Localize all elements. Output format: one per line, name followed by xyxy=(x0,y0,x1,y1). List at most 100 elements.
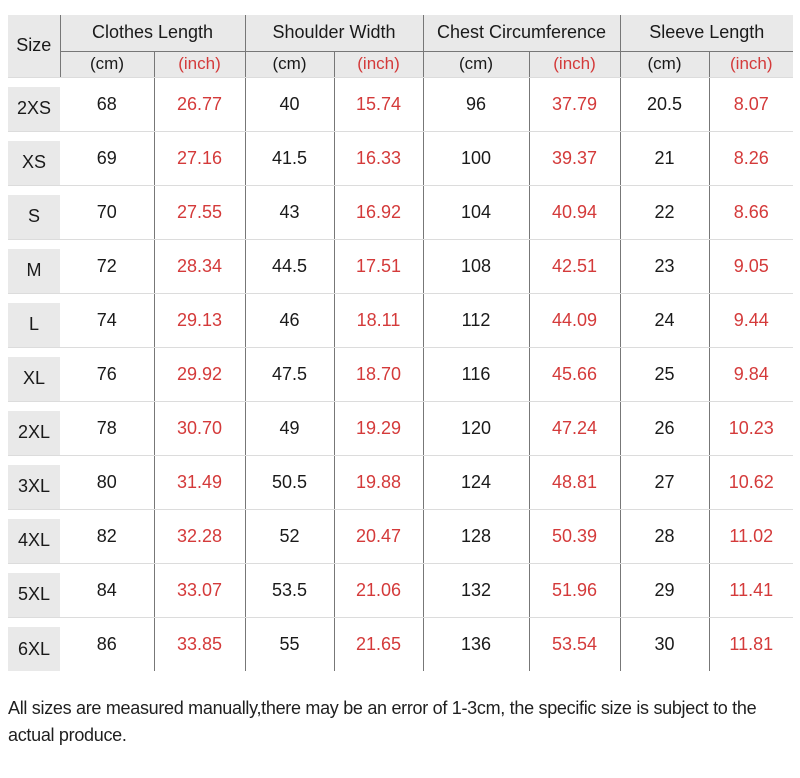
shoulder-inch-cell: 17.51 xyxy=(333,239,424,294)
chest-inch-cell: 42.51 xyxy=(528,239,621,294)
sleeve-inch-cell: 11.81 xyxy=(708,617,794,671)
sleeve-cm-cell: 30 xyxy=(619,617,710,671)
unit-header-shoulder-cm: (cm) xyxy=(244,51,334,78)
clothes-inch-cell: 27.16 xyxy=(153,131,245,186)
sleeve-inch-cell: 10.23 xyxy=(708,401,794,456)
clothes-cm-cell: 86 xyxy=(60,617,154,671)
sleeve-cm-cell: 23 xyxy=(619,239,710,294)
shoulder-inch-cell: 18.70 xyxy=(333,347,424,402)
size-label: XS xyxy=(8,140,60,184)
chest-inch-cell: 53.54 xyxy=(528,617,621,671)
sleeve-inch-cell: 11.02 xyxy=(708,509,794,564)
chest-inch-cell: 40.94 xyxy=(528,185,621,240)
clothes-cm-cell: 68 xyxy=(60,77,154,132)
sleeve-cm-cell: 24 xyxy=(619,293,710,348)
table-row: 2XS 68 26.77 40 15.74 96 37.79 20.5 8.07 xyxy=(8,77,794,132)
chest-cm-cell: 120 xyxy=(422,401,530,456)
size-cell: 2XL xyxy=(8,401,60,456)
group-header-clothes-length: Clothes Length xyxy=(59,15,245,52)
table-body: 2XS 68 26.77 40 15.74 96 37.79 20.5 8.07 XS 69 27.1… xyxy=(8,77,794,671)
table-row: 3XL 80 31.49 50.5 19.88 124 48.81 27 10.62 xyxy=(8,455,794,510)
clothes-inch-cell: 29.92 xyxy=(153,347,245,402)
chest-cm-cell: 112 xyxy=(422,293,530,348)
clothes-cm-cell: 84 xyxy=(60,563,154,618)
chest-cm-cell: 124 xyxy=(422,455,530,510)
clothes-cm-cell: 70 xyxy=(60,185,154,240)
shoulder-inch-cell: 16.33 xyxy=(333,131,424,186)
sleeve-cm-cell: 28 xyxy=(619,509,710,564)
chest-cm-cell: 100 xyxy=(422,131,530,186)
unit-header-shoulder-inch: (inch) xyxy=(333,51,424,78)
clothes-inch-cell: 29.13 xyxy=(153,293,245,348)
table-header: Size Clothes Length Shoulder Width Chest… xyxy=(8,15,794,78)
size-cell: L xyxy=(8,293,60,348)
clothes-inch-cell: 33.85 xyxy=(153,617,245,671)
shoulder-cm-cell: 41.5 xyxy=(244,131,334,186)
chest-inch-cell: 45.66 xyxy=(528,347,621,402)
shoulder-cm-cell: 46 xyxy=(244,293,334,348)
size-label: L xyxy=(8,302,60,346)
clothes-cm-cell: 78 xyxy=(60,401,154,456)
sleeve-inch-cell: 9.05 xyxy=(708,239,794,294)
sleeve-cm-cell: 26 xyxy=(619,401,710,456)
chest-cm-cell: 104 xyxy=(422,185,530,240)
unit-header-chest-cm: (cm) xyxy=(422,51,530,78)
sleeve-cm-cell: 20.5 xyxy=(619,77,710,132)
shoulder-cm-cell: 52 xyxy=(244,509,334,564)
clothes-cm-cell: 69 xyxy=(60,131,154,186)
sleeve-cm-cell: 29 xyxy=(619,563,710,618)
chest-inch-cell: 50.39 xyxy=(528,509,621,564)
table-row: 5XL 84 33.07 53.5 21.06 132 51.96 29 11.41 xyxy=(8,563,794,618)
shoulder-cm-cell: 49 xyxy=(244,401,334,456)
table-row: S 70 27.55 43 16.92 104 40.94 22 8.66 xyxy=(8,185,794,240)
clothes-inch-cell: 31.49 xyxy=(153,455,245,510)
shoulder-inch-cell: 16.92 xyxy=(333,185,424,240)
clothes-cm-cell: 80 xyxy=(60,455,154,510)
sleeve-cm-cell: 25 xyxy=(619,347,710,402)
shoulder-cm-cell: 47.5 xyxy=(244,347,334,402)
chest-cm-cell: 136 xyxy=(422,617,530,671)
clothes-cm-cell: 74 xyxy=(60,293,154,348)
size-label: 5XL xyxy=(8,572,60,616)
unit-header-clothes-cm: (cm) xyxy=(59,51,154,78)
chest-cm-cell: 128 xyxy=(422,509,530,564)
size-cell: S xyxy=(8,185,60,240)
sleeve-cm-cell: 22 xyxy=(619,185,710,240)
shoulder-inch-cell: 19.88 xyxy=(333,455,424,510)
table-row: 6XL 86 33.85 55 21.65 136 53.54 30 11.81 xyxy=(8,617,794,671)
shoulder-cm-cell: 53.5 xyxy=(244,563,334,618)
chest-inch-cell: 44.09 xyxy=(528,293,621,348)
group-header-row: Size Clothes Length Shoulder Width Chest… xyxy=(8,15,794,78)
sleeve-inch-cell: 10.62 xyxy=(708,455,794,510)
table-row: L 74 29.13 46 18.11 112 44.09 24 9.44 xyxy=(8,293,794,348)
shoulder-cm-cell: 43 xyxy=(244,185,334,240)
chest-cm-cell: 116 xyxy=(422,347,530,402)
group-header-shoulder-width: Shoulder Width xyxy=(244,15,424,52)
size-label: 2XL xyxy=(8,410,60,454)
unit-header-clothes-inch: (inch) xyxy=(153,51,245,78)
sleeve-inch-cell: 8.66 xyxy=(708,185,794,240)
unit-header-chest-inch: (inch) xyxy=(528,51,621,78)
size-cell: 4XL xyxy=(8,509,60,564)
shoulder-cm-cell: 50.5 xyxy=(244,455,334,510)
clothes-inch-cell: 32.28 xyxy=(153,509,245,564)
size-chart-page: Size Clothes Length Shoulder Width Chest… xyxy=(0,15,800,778)
chest-inch-cell: 39.37 xyxy=(528,131,621,186)
chest-inch-cell: 48.81 xyxy=(528,455,621,510)
group-header-chest-circumference: Chest Circumference xyxy=(422,15,621,52)
size-label: 3XL xyxy=(8,464,60,508)
measurement-disclaimer: All sizes are measured manually,there ma… xyxy=(8,698,757,745)
size-label: 4XL xyxy=(8,518,60,562)
size-label: M xyxy=(8,248,60,292)
shoulder-cm-cell: 44.5 xyxy=(244,239,334,294)
size-cell: XL xyxy=(8,347,60,402)
clothes-cm-cell: 82 xyxy=(60,509,154,564)
size-cell: M xyxy=(8,239,60,294)
size-chart-table: Size Clothes Length Shoulder Width Chest… xyxy=(8,15,794,671)
sleeve-inch-cell: 11.41 xyxy=(708,563,794,618)
size-cell: 6XL xyxy=(8,617,60,671)
size-cell: 3XL xyxy=(8,455,60,510)
table-row: 2XL 78 30.70 49 19.29 120 47.24 26 10.23 xyxy=(8,401,794,456)
chest-cm-cell: 108 xyxy=(422,239,530,294)
sleeve-cm-cell: 21 xyxy=(619,131,710,186)
